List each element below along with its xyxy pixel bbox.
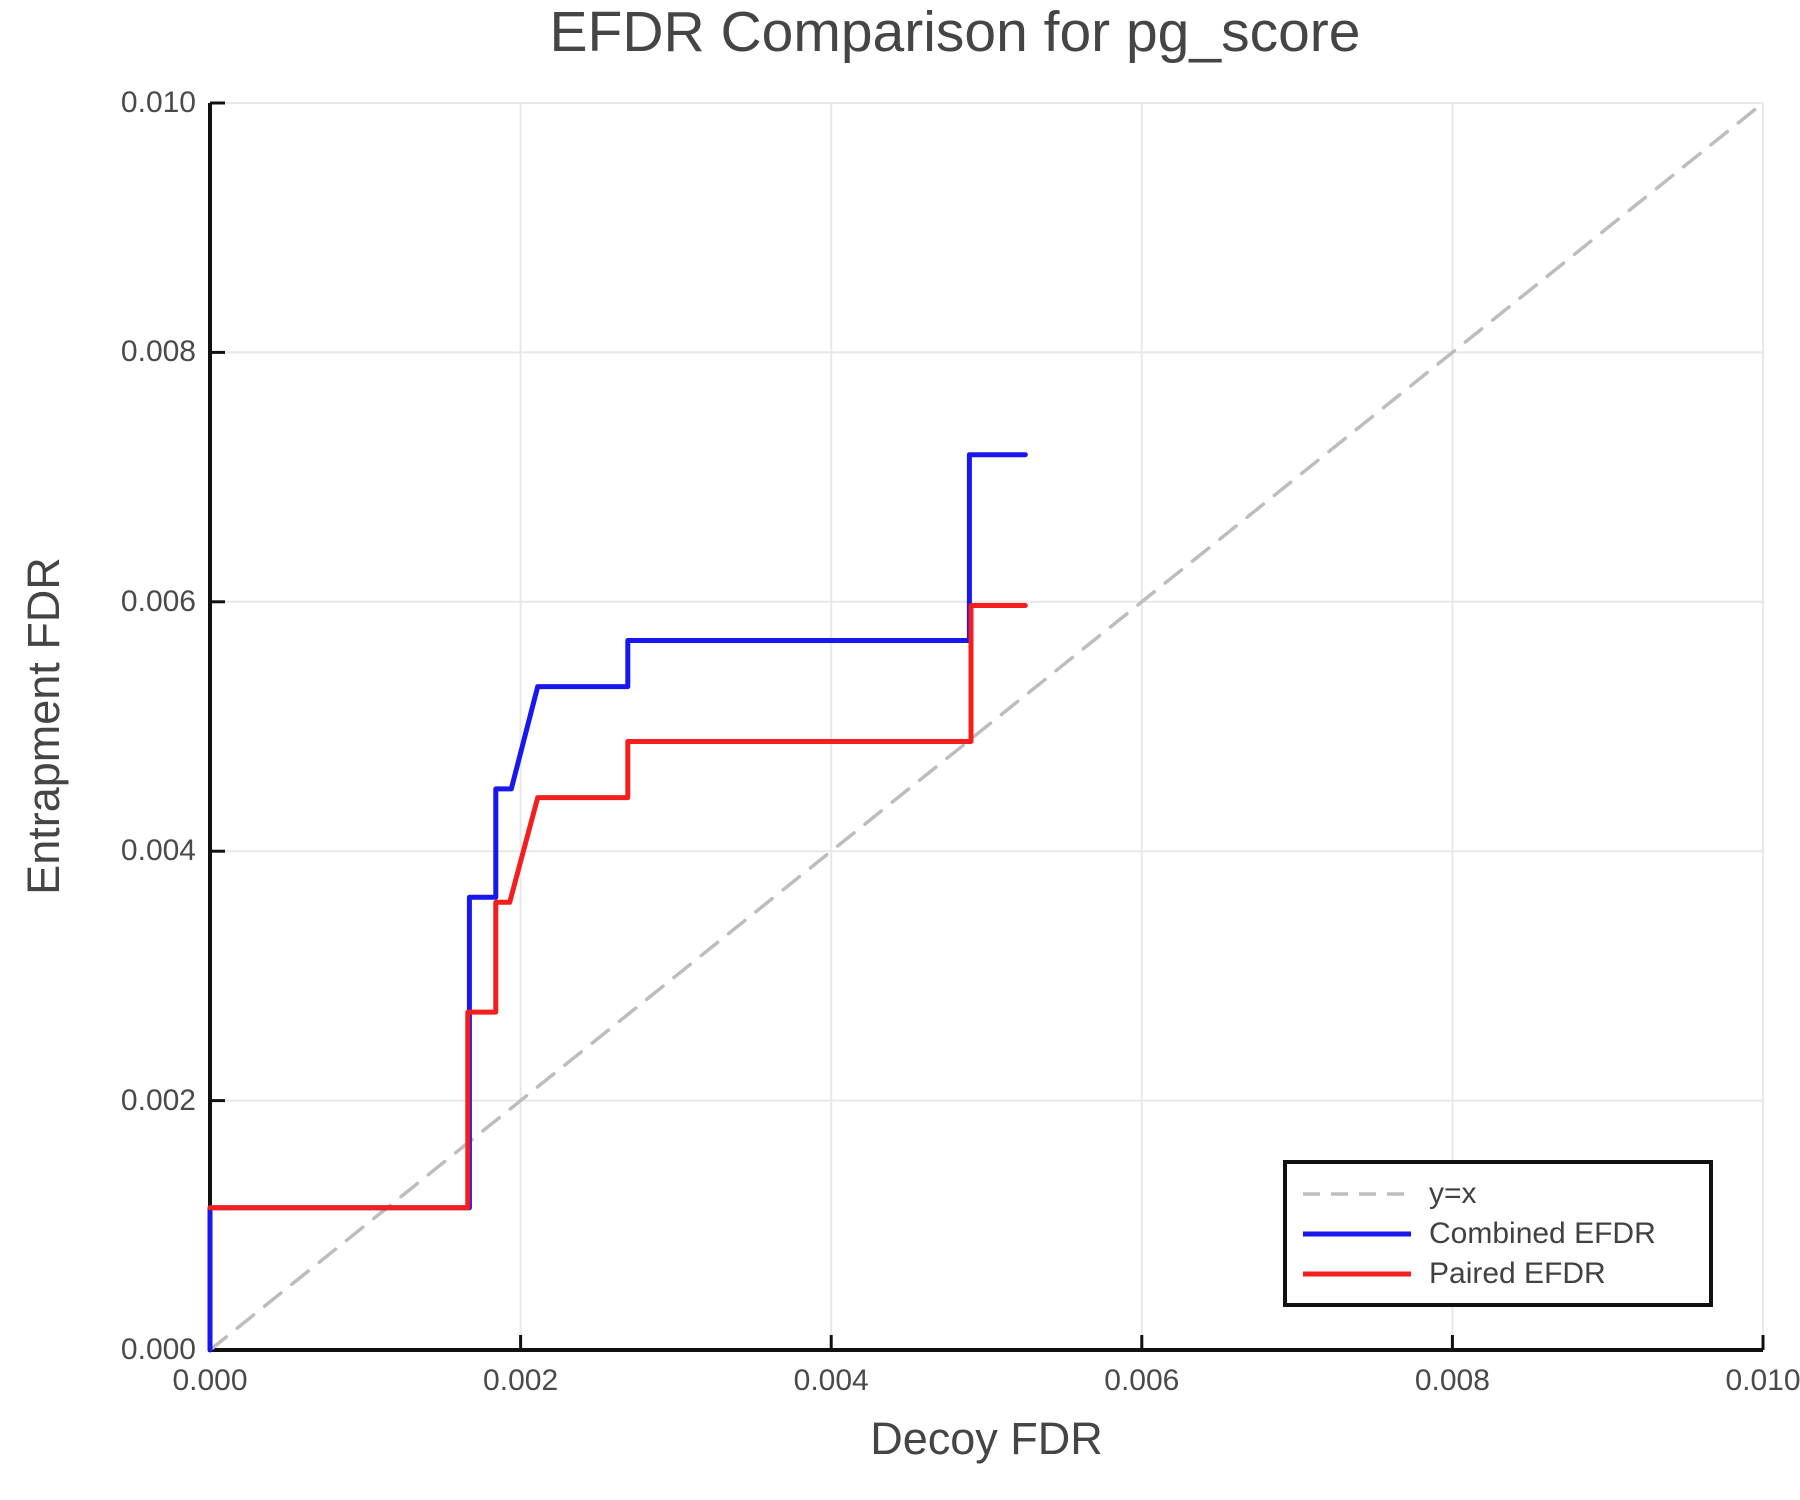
y-tick-label: 0.010 [120, 86, 196, 119]
x-tick-label: 0.006 [1104, 1364, 1180, 1397]
x-axis-title: Decoy FDR [870, 1413, 1103, 1464]
x-tick-label: 0.004 [793, 1364, 869, 1397]
y-tick-label: 0.004 [120, 834, 196, 868]
legend-row-identity: y=x [1301, 1175, 1709, 1212]
x-tick-label: 0.010 [1725, 1364, 1800, 1397]
y-tick-label: 0.006 [120, 584, 196, 618]
x-tick-label: 0.002 [483, 1364, 559, 1397]
chart-title: EFDR Comparison for pg_score [549, 0, 1361, 64]
combined-efdr-line [207, 452, 1028, 1353]
legend-label-combined: Combined EFDR [1429, 1216, 1656, 1250]
legend-row-paired: Paired EFDR [1301, 1255, 1709, 1292]
legend: y=x Combined EFDR Paired EFDR [1283, 1160, 1713, 1307]
x-tick-label: 0.008 [1414, 1364, 1490, 1397]
paired-efdr-line-sample [1303, 1271, 1411, 1276]
paired-efdr-line [207, 603, 1028, 1211]
combined-efdr-line-sample [1303, 1231, 1411, 1236]
legend-label-paired: Paired EFDR [1429, 1256, 1606, 1290]
y-tick-label: 0.008 [120, 335, 196, 369]
y-tick-label: 0.000 [120, 1333, 196, 1366]
x-tick-label: 0.000 [172, 1364, 248, 1397]
y-tick-label: 0.002 [120, 1083, 196, 1117]
legend-label-identity: y=x [1429, 1176, 1477, 1210]
legend-row-combined: Combined EFDR [1301, 1215, 1709, 1252]
identity-line-sample [1303, 1191, 1411, 1196]
